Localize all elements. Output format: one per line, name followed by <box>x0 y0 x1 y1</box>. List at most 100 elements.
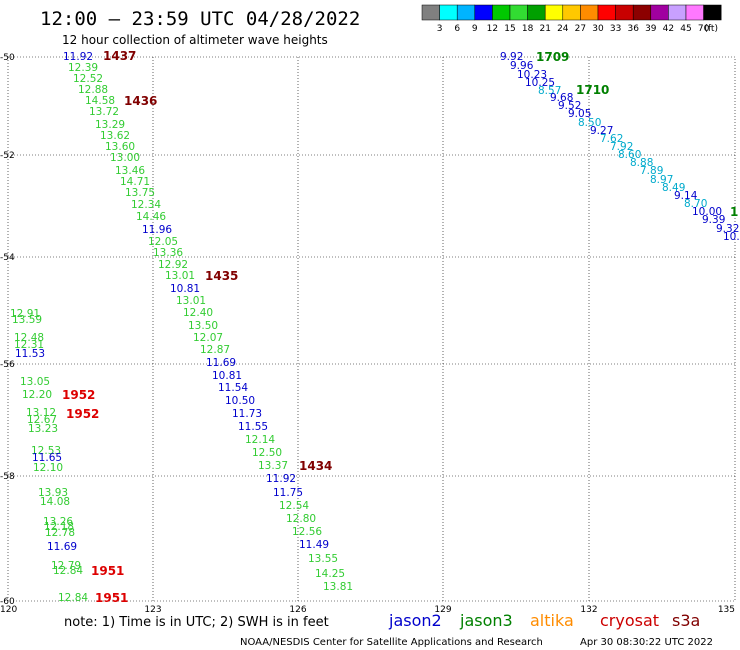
swh-value: 14.25 <box>315 568 345 580</box>
legend-label: 9 <box>472 24 478 34</box>
swh-value: 10. <box>723 231 740 243</box>
swh-value: 12.84 <box>53 565 83 577</box>
swh-value: 10.81 <box>212 370 242 382</box>
pass-time: 1 <box>730 205 738 219</box>
legend-label: 15 <box>504 24 515 34</box>
swh-value: 13.05 <box>20 376 50 388</box>
swh-value: 13.81 <box>323 581 353 593</box>
swh-value: 14.71 <box>120 176 150 188</box>
swh-value: 9.39 <box>702 214 725 226</box>
swh-value: 11.73 <box>232 408 262 420</box>
legend-label: 33 <box>610 24 621 34</box>
wave-height-values: 11.9212.3912.5212.8814.5813.7213.2913.62… <box>10 51 740 604</box>
longitude-label: 132 <box>580 605 597 615</box>
swh-value: 13.01 <box>176 295 206 307</box>
swh-value: 13.60 <box>105 141 135 153</box>
latitude-labels: -50 -52 -54 -56 -58 -60 <box>0 53 15 607</box>
legend-swatch <box>580 4 599 21</box>
swh-value: 8.60 <box>618 149 641 161</box>
legend-swatch <box>456 4 476 21</box>
swh-value: 9.14 <box>674 190 698 202</box>
swh-value: 10.23 <box>517 69 547 81</box>
swh-value: 12.79 <box>51 560 81 572</box>
satellite-legend: jason2 jason3 altika cryosat s3a <box>388 611 700 630</box>
legend-label: 42 <box>663 24 674 34</box>
swh-value: 13.01 <box>165 270 195 282</box>
swh-value: 12.87 <box>200 344 230 356</box>
swh-value: 10.81 <box>170 283 200 295</box>
swh-value: 13.55 <box>308 553 338 565</box>
satellite-s3a: s3a <box>672 611 700 630</box>
swh-value: 11.92 <box>266 473 296 485</box>
satellite-cryosat: cryosat <box>600 611 659 630</box>
swh-value: 12.56 <box>292 526 322 538</box>
subtitle: 12 hour collection of altimeter wave hei… <box>62 33 328 47</box>
pass-time: 1436 <box>124 94 157 108</box>
swh-value: 7.92 <box>610 141 633 153</box>
swh-value: 13.50 <box>188 320 218 332</box>
swh-value: 12.52 <box>73 73 103 85</box>
swh-value: 8.70 <box>684 198 707 210</box>
swh-value: 12.53 <box>31 445 61 457</box>
swh-value: 8.49 <box>662 182 685 194</box>
pass-time: 1710 <box>576 83 609 97</box>
swh-value: 12.50 <box>252 447 282 459</box>
latitude-label: -52 <box>0 151 15 161</box>
swh-value: 8.88 <box>630 157 653 169</box>
credit-text: NOAA/NESDIS Center for Satellite Applica… <box>240 637 543 648</box>
legend-label: (ft) <box>704 24 718 34</box>
swh-value: 9.32 <box>716 223 739 235</box>
pass-time: 1952 <box>62 388 95 402</box>
color-legend: 3 6 9 12 15 18 21 24 27 30 33 36 39 42 45 70(ft) <box>421 4 722 34</box>
legend-swatch <box>527 4 546 21</box>
legend-label: 30 <box>592 24 604 34</box>
legend-swatch <box>668 4 687 21</box>
swh-value: 13.59 <box>12 314 42 326</box>
swh-value: 12.54 <box>279 500 309 512</box>
swh-value: 11.53 <box>15 348 45 360</box>
legend-label: 24 <box>557 24 569 34</box>
legend-label: 6 <box>454 24 460 34</box>
swh-value: 12.84 <box>58 592 88 604</box>
pass-time: 1709 <box>536 50 569 64</box>
legend-swatch <box>474 4 493 21</box>
pass-time: 1952 <box>66 407 99 421</box>
swh-value: 12.34 <box>131 199 161 211</box>
swh-value: 10.25 <box>525 77 555 89</box>
pass-time: 1435 <box>205 269 238 283</box>
gridlines <box>8 57 735 601</box>
swh-value: 11.65 <box>32 452 62 464</box>
legend-swatch <box>685 4 704 21</box>
legend-swatch <box>421 4 440 21</box>
swh-value: 13.36 <box>153 247 183 259</box>
swh-value: 13.75 <box>125 187 155 199</box>
longitude-label: 120 <box>0 605 17 615</box>
legend-swatch <box>544 4 564 21</box>
swh-value: 8.50 <box>578 117 601 129</box>
pass-time-labels: 1437 1436 1435 1434 1952 1952 1951 1951 1709 1710… <box>62 49 738 605</box>
swh-value: 10.50 <box>225 395 255 407</box>
swh-value: 12.40 <box>183 307 213 319</box>
legend-label: 36 <box>627 24 639 34</box>
satellite-altika: altika <box>530 611 574 630</box>
legend-swatch <box>650 4 669 21</box>
swh-value: 12.07 <box>193 332 223 344</box>
legend-swatch <box>439 4 458 21</box>
swh-value: 11.69 <box>206 357 236 369</box>
swh-value: 12.48 <box>14 332 44 344</box>
swh-value: 12.18 <box>44 521 74 533</box>
swh-value: 13.29 <box>95 119 125 131</box>
longitude-labels: 120 123 126 129 132 135 <box>0 605 735 615</box>
swh-value: 12.39 <box>68 62 98 74</box>
longitude-label: 126 <box>289 605 306 615</box>
swh-value: 9.68 <box>550 92 573 104</box>
latitude-label: -50 <box>0 53 15 63</box>
satellite-jason3: jason3 <box>459 611 513 630</box>
latitude-label: -54 <box>0 253 15 263</box>
legend-label: 70 <box>698 24 710 34</box>
swh-value: 11.96 <box>142 224 172 236</box>
swh-value: 7.62 <box>600 133 623 145</box>
swh-value: 8.97 <box>650 174 673 186</box>
pass-time: 1951 <box>91 564 124 578</box>
